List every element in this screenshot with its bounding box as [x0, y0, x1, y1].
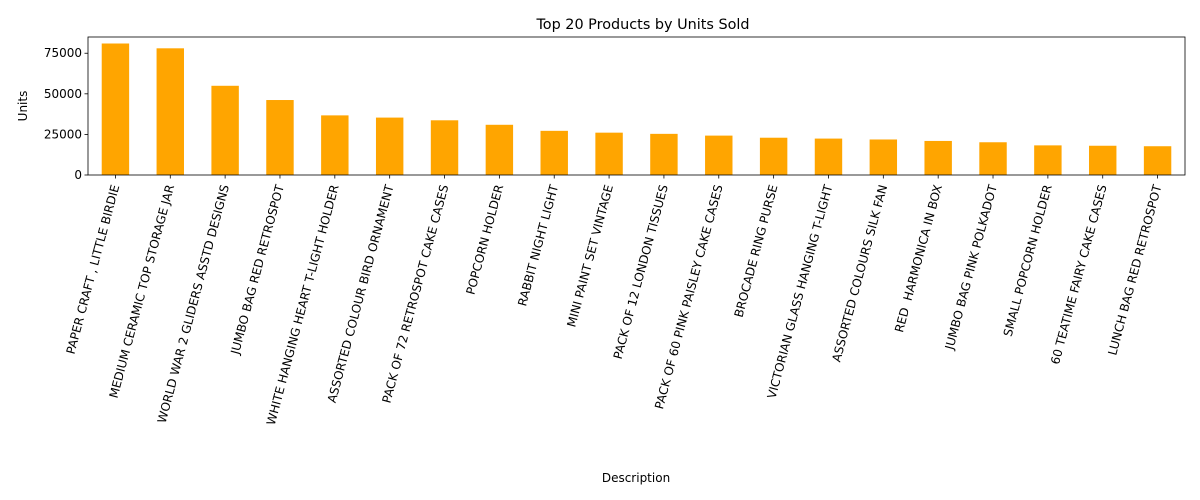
bar-9	[540, 130, 568, 175]
x-tick-label: PACK OF 72 RETROSPOT CAKE CASES	[380, 183, 452, 404]
bar-16	[924, 140, 952, 175]
bar-6	[375, 117, 404, 175]
y-axis-ticks: 0 25000 50000 75000	[44, 46, 88, 182]
y-tick-label: 25000	[44, 127, 82, 141]
x-axis-label: Description	[602, 471, 670, 485]
y-tick-label: 0	[74, 168, 82, 182]
bar-8	[485, 124, 514, 175]
chart-title: Top 20 Products by Units Sold	[535, 17, 749, 33]
x-tick-label: POPCORN HOLDER	[463, 183, 506, 296]
bar-20	[1143, 146, 1172, 175]
x-tick-label: ASSORTED COLOUR BIRD ORNAMENT	[325, 183, 397, 405]
bar-19	[1089, 145, 1117, 175]
x-tick-label: RABBIT NIGHT LIGHT	[515, 183, 561, 308]
x-tick-label: PACK OF 12 LONDON TISSUES	[611, 183, 671, 361]
plot-frame	[87, 36, 1186, 176]
y-tick-label: 50000	[44, 87, 82, 101]
bar-13	[759, 137, 788, 175]
bar-5	[321, 115, 349, 175]
bar-10	[595, 132, 623, 175]
bar-7	[430, 120, 459, 175]
bar-14	[814, 138, 843, 175]
x-tick-label: LUNCH BAG RED RETROSPOT	[1105, 183, 1164, 357]
bar-15	[869, 139, 898, 175]
x-tick-label: MINI PAINT SET VINTAGE	[564, 183, 616, 329]
bar-12	[705, 135, 733, 175]
bar-2	[156, 48, 184, 176]
x-tick-label: ASSORTED COLOURS SILK FAN	[829, 183, 890, 363]
x-tick-label: SMALL POPCORN HOLDER	[1001, 183, 1055, 338]
x-tick-label: BROCADE RING PURSE	[732, 183, 781, 319]
bar-4	[266, 100, 294, 175]
bar-17	[979, 142, 1007, 175]
x-tick-label: PACK OF 60 PINK PAISLEY CAKE CASES	[652, 183, 725, 410]
bar-1	[101, 43, 130, 176]
bar-11	[650, 133, 678, 175]
x-tick-label: VICTORIAN GLASS HANGING T-LIGHT	[765, 183, 836, 401]
x-tick-label: MEDIUM CERAMIC TOP STORAGE JAR	[107, 183, 178, 400]
y-axis-label: Units	[16, 91, 30, 122]
x-tick-label: 60 TEATIME FAIRY CAKE CASES	[1048, 183, 1110, 366]
x-tick-label: RED HARMONICA IN BOX	[892, 183, 945, 334]
bar-18	[1034, 145, 1062, 175]
bars-group	[101, 43, 1172, 176]
bar-3	[211, 85, 239, 175]
y-tick-label: 75000	[44, 46, 82, 60]
x-tick-label: JUMBO BAG RED RETROSPOT	[228, 183, 287, 357]
x-tick-label: JUMBO BAG PINK POLKADOT	[942, 183, 1000, 352]
x-tick-label: PAPER CRAFT , LITTLE BIRDIE	[64, 183, 123, 355]
